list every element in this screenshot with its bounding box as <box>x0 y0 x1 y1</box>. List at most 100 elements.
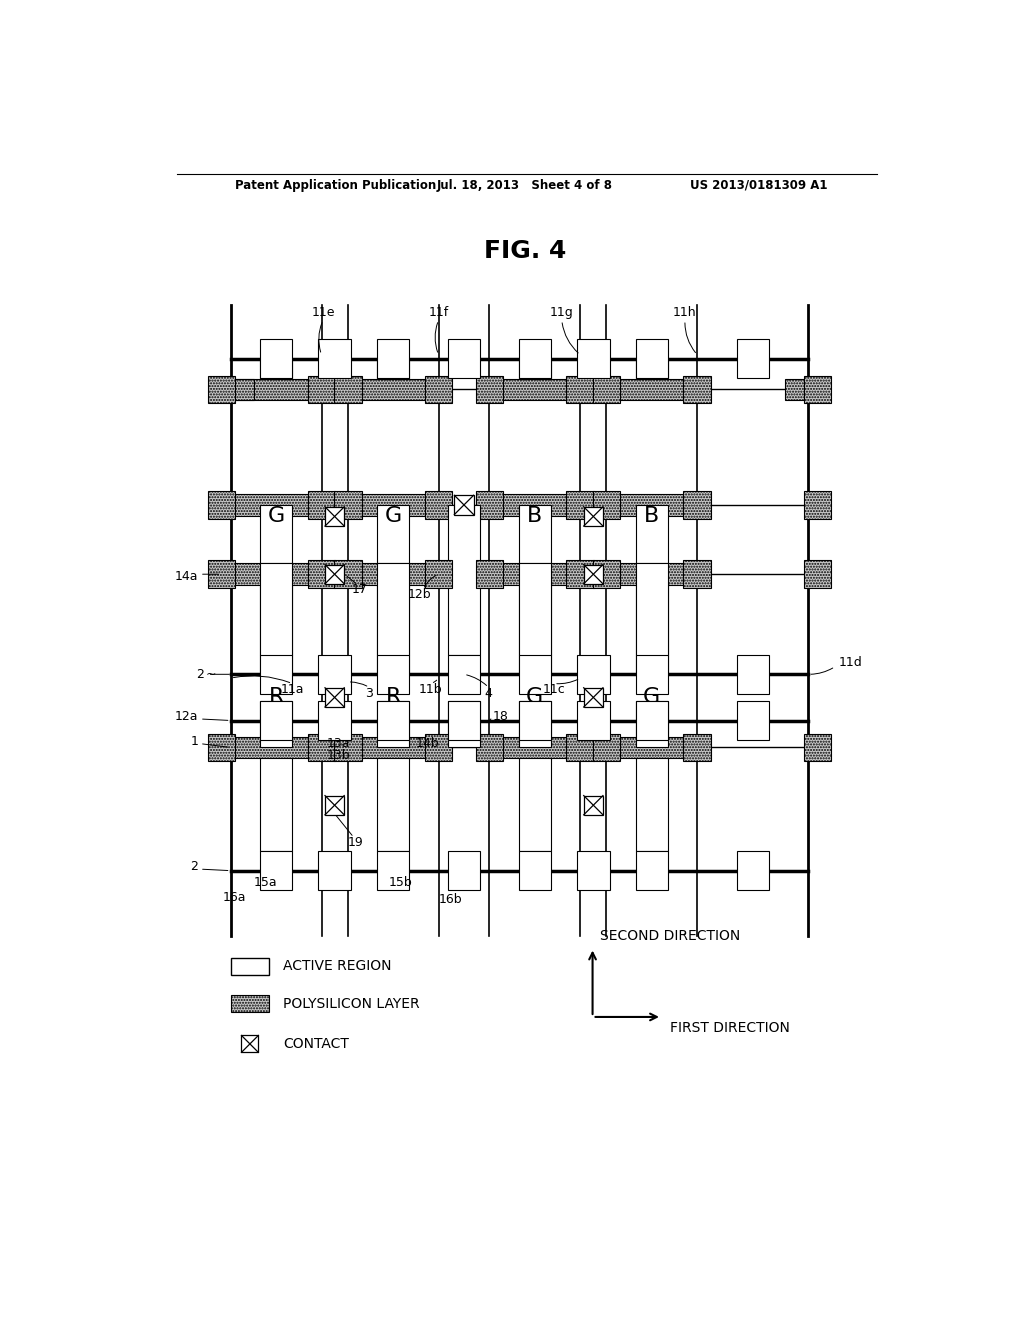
Text: R: R <box>385 688 400 708</box>
Bar <box>804 561 831 589</box>
Bar <box>377 359 410 379</box>
Bar <box>318 655 351 693</box>
Bar <box>230 995 269 1012</box>
Bar <box>232 379 321 400</box>
Bar <box>518 564 551 675</box>
Bar <box>804 491 831 519</box>
Bar <box>636 701 668 739</box>
Text: 11f: 11f <box>428 306 449 319</box>
Text: CONTACT: CONTACT <box>283 1038 349 1051</box>
Text: 11a: 11a <box>281 684 304 696</box>
Bar <box>242 1035 258 1052</box>
Bar <box>475 376 503 404</box>
Bar <box>683 734 711 762</box>
Bar <box>325 688 344 708</box>
Bar <box>608 564 696 585</box>
Bar <box>447 701 480 747</box>
Bar <box>349 379 438 400</box>
Bar <box>377 339 410 378</box>
Bar <box>608 379 696 400</box>
Text: 11b: 11b <box>419 684 442 696</box>
Bar <box>307 734 336 762</box>
Bar <box>325 565 344 583</box>
Bar <box>349 737 438 758</box>
Bar <box>804 376 831 404</box>
Text: ~: ~ <box>206 668 216 681</box>
Bar <box>490 737 580 758</box>
Text: 14b: 14b <box>416 737 439 750</box>
Bar <box>208 734 236 762</box>
Text: 1: 1 <box>190 735 199 748</box>
Text: 11c: 11c <box>543 684 565 696</box>
Bar <box>566 491 594 519</box>
Bar <box>518 655 551 693</box>
Bar <box>636 359 668 379</box>
Bar <box>260 701 292 739</box>
Bar <box>518 339 551 378</box>
Text: 11d: 11d <box>839 656 862 669</box>
Bar <box>230 379 254 400</box>
Bar <box>447 851 480 890</box>
Bar <box>455 495 473 515</box>
Text: Jul. 18, 2013   Sheet 4 of 8: Jul. 18, 2013 Sheet 4 of 8 <box>437 178 612 191</box>
Bar <box>578 339 609 378</box>
Bar <box>232 564 321 585</box>
Text: G: G <box>384 507 401 527</box>
Bar <box>425 561 453 589</box>
Text: POLYSILICON LAYER: POLYSILICON LAYER <box>283 997 420 1011</box>
Bar <box>490 494 580 516</box>
Text: SECOND DIRECTION: SECOND DIRECTION <box>600 929 740 942</box>
Bar <box>736 851 769 890</box>
Bar <box>425 734 453 762</box>
Bar <box>232 737 321 758</box>
Bar <box>334 376 361 404</box>
Bar <box>584 565 603 583</box>
Bar <box>578 701 609 739</box>
Bar <box>260 339 292 378</box>
Bar <box>260 564 292 675</box>
Bar <box>578 851 609 890</box>
Bar <box>208 561 236 589</box>
Bar <box>260 359 292 379</box>
Text: G: G <box>526 688 544 708</box>
Bar <box>260 758 292 851</box>
Text: 15a: 15a <box>254 875 278 888</box>
Bar <box>425 491 453 519</box>
Bar <box>325 796 344 814</box>
Text: US 2013/0181309 A1: US 2013/0181309 A1 <box>690 178 827 191</box>
Bar <box>318 851 351 890</box>
Text: FIRST DIRECTION: FIRST DIRECTION <box>670 1022 790 1035</box>
Bar <box>490 379 580 400</box>
Bar <box>593 734 621 762</box>
Bar <box>636 655 668 693</box>
Bar <box>377 701 410 747</box>
Bar <box>566 376 594 404</box>
Bar <box>232 494 321 516</box>
Bar <box>518 701 551 739</box>
Text: 11e: 11e <box>311 306 335 319</box>
Bar <box>334 734 361 762</box>
Bar <box>736 655 769 693</box>
Bar <box>518 701 551 747</box>
Text: B: B <box>527 507 543 527</box>
Text: B: B <box>644 507 659 527</box>
Bar <box>584 796 603 814</box>
Bar <box>518 758 551 851</box>
Bar <box>349 564 438 585</box>
Bar <box>325 507 344 527</box>
Bar <box>518 506 551 655</box>
Bar <box>566 734 594 762</box>
Bar <box>736 701 769 739</box>
Bar <box>608 494 696 516</box>
Bar <box>425 376 453 404</box>
Bar <box>683 561 711 589</box>
Bar <box>804 734 831 762</box>
Text: 12a: 12a <box>175 710 199 723</box>
Bar <box>307 491 336 519</box>
Bar <box>230 958 269 974</box>
Bar <box>334 561 361 589</box>
Bar <box>318 701 351 739</box>
Bar <box>307 561 336 589</box>
Text: 13b: 13b <box>327 750 350 763</box>
Bar <box>608 737 696 758</box>
